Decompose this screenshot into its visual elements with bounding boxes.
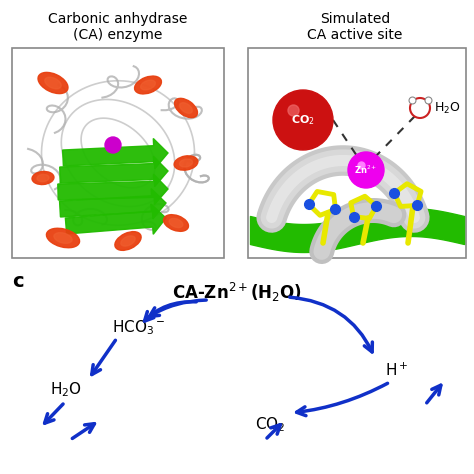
FancyArrow shape [60,189,166,219]
Text: HCO$_3$$^-$: HCO$_3$$^-$ [112,319,165,337]
Ellipse shape [164,215,189,231]
Text: Zn$^{2+}$: Zn$^{2+}$ [354,164,378,176]
Ellipse shape [46,228,80,248]
FancyArrow shape [63,138,168,169]
Ellipse shape [174,98,198,118]
Circle shape [348,152,384,188]
Circle shape [105,137,121,153]
Ellipse shape [121,236,135,246]
Text: CA active site: CA active site [307,28,403,42]
Text: CA-Zn$^{2+}$(H$_2$O): CA-Zn$^{2+}$(H$_2$O) [172,281,302,303]
Ellipse shape [180,159,192,167]
Circle shape [410,98,430,118]
Text: c: c [12,272,24,291]
FancyArrow shape [65,204,166,234]
Bar [248,48,466,258]
Ellipse shape [38,73,68,93]
Text: Carbonic anhydrase: Carbonic anhydrase [48,12,188,26]
Bar [12,48,224,258]
Text: H$_2$O: H$_2$O [434,100,461,116]
Circle shape [273,90,333,150]
Ellipse shape [174,156,198,170]
Ellipse shape [45,77,61,89]
Ellipse shape [32,172,54,184]
Text: Simulated: Simulated [320,12,390,26]
FancyArrow shape [58,174,168,205]
Ellipse shape [115,232,141,250]
Text: (CA) enzyme: (CA) enzyme [73,28,163,42]
Ellipse shape [141,80,155,90]
Ellipse shape [54,233,72,243]
Ellipse shape [135,76,162,94]
FancyArrow shape [60,156,168,187]
Text: CO$_2$: CO$_2$ [291,113,315,127]
Ellipse shape [169,219,183,228]
Ellipse shape [180,103,192,113]
Text: H$^+$: H$^+$ [385,361,409,379]
Ellipse shape [37,174,49,182]
Text: H$_2$O: H$_2$O [50,381,82,400]
Text: CO$_2$: CO$_2$ [255,416,285,434]
